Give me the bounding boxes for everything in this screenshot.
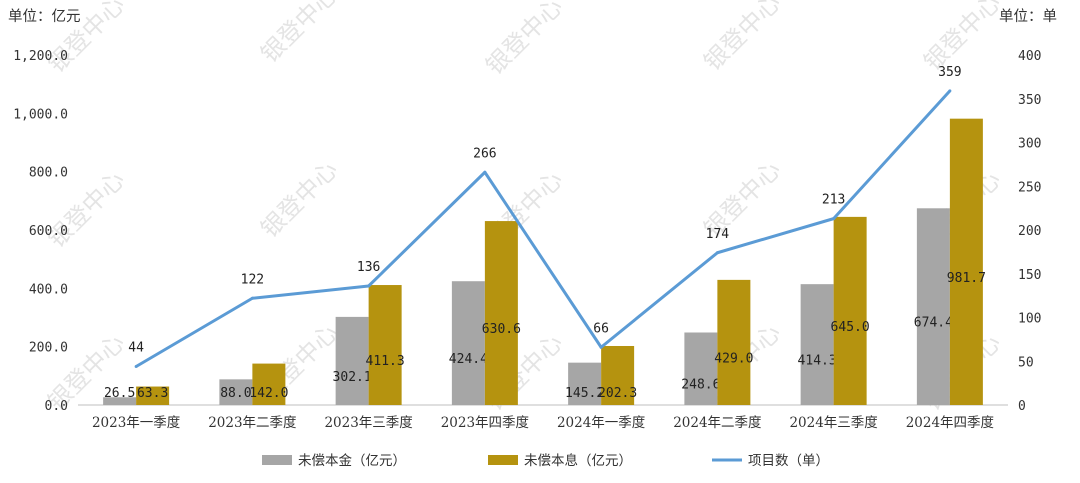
left-axis-unit: 单位：亿元 xyxy=(8,8,81,25)
left-tick-label: 600.0 xyxy=(29,224,68,239)
line-data-label: 44 xyxy=(128,341,144,356)
category-label: 2024年二季度 xyxy=(673,415,761,431)
bar-data-label: 630.6 xyxy=(482,322,521,337)
line-data-label: 174 xyxy=(706,227,730,242)
line-point xyxy=(715,251,719,255)
line-point xyxy=(948,89,952,93)
legend-label: 项目数（单） xyxy=(748,453,829,469)
category-label: 2023年三季度 xyxy=(324,415,412,431)
line-point xyxy=(599,345,603,349)
right-tick-label: 200 xyxy=(1018,224,1041,239)
line-data-label: 122 xyxy=(241,272,264,287)
line-point xyxy=(832,217,836,221)
bar-principal xyxy=(568,362,602,405)
watermark-text: 银登中心 xyxy=(919,0,1007,76)
line-data-label: 266 xyxy=(473,146,496,161)
watermark-text: 银登中心 xyxy=(699,0,787,76)
line-data-label: 136 xyxy=(357,260,380,275)
bar-principal-interest xyxy=(949,118,983,405)
category-label: 2024年四季度 xyxy=(906,415,994,431)
right-tick-label: 250 xyxy=(1018,180,1041,195)
right-tick-label: 0 xyxy=(1018,399,1026,414)
bar-principal-interest xyxy=(136,386,170,405)
bar-data-label: 88.0 xyxy=(220,386,251,401)
watermark-text: 银登中心 xyxy=(481,0,569,80)
line-data-label: 66 xyxy=(593,321,609,336)
bar-principal xyxy=(219,379,253,405)
line-point xyxy=(250,296,254,300)
bar-data-label: 26.5 xyxy=(104,386,135,401)
left-tick-label: 0.0 xyxy=(45,399,68,414)
left-tick-label: 400.0 xyxy=(29,282,68,297)
right-tick-label: 400 xyxy=(1018,49,1041,64)
bar-principal-interest xyxy=(833,216,867,405)
category-label: 2024年三季度 xyxy=(789,415,877,431)
category-label: 2023年一季度 xyxy=(92,415,180,431)
bar-data-label: 674.4 xyxy=(914,316,953,331)
legend: 未偿本金（亿元） 未偿本息（亿元） 项目数（单） xyxy=(262,452,829,469)
bar-principal xyxy=(451,281,485,405)
bar-data-label: 142.0 xyxy=(249,386,288,401)
legend-label: 未偿本息（亿元） xyxy=(524,452,632,469)
right-axis-unit: 单位：单 xyxy=(999,8,1057,25)
right-axis: 0 50 100 150 200 250 300 350 400 xyxy=(1018,49,1041,414)
bar-principal xyxy=(800,284,834,405)
category-label: 2023年四季度 xyxy=(441,415,529,431)
right-tick-label: 350 xyxy=(1018,93,1041,108)
bar-data-label: 414.3 xyxy=(798,354,837,369)
bar-data-label: 424.4 xyxy=(449,352,488,367)
line-point xyxy=(367,284,371,288)
bar-principal xyxy=(103,397,137,405)
project-count-line xyxy=(135,89,951,368)
bar-principal-interest xyxy=(252,363,286,405)
line-series: 44 122 136 266 66 174 213 359 xyxy=(128,65,962,368)
bar-principal xyxy=(335,316,369,405)
left-tick-label: 200.0 xyxy=(29,341,68,356)
bar-data-label: 145.2 xyxy=(565,386,604,401)
line-data-label: 213 xyxy=(822,193,845,208)
left-tick-label: 800.0 xyxy=(29,166,68,181)
line-data-label: 359 xyxy=(938,65,961,80)
right-tick-label: 150 xyxy=(1018,268,1041,283)
bar-data-label: 248.6 xyxy=(681,378,720,393)
legend-swatch xyxy=(262,455,292,465)
watermark-text: 银登中心 xyxy=(256,156,344,244)
line-point xyxy=(134,365,138,368)
line-point xyxy=(483,170,487,174)
right-tick-label: 50 xyxy=(1018,355,1034,370)
left-tick-label: 1,000.0 xyxy=(13,107,68,122)
bar-data-label: 202.3 xyxy=(598,386,637,401)
bar-principal-interest xyxy=(368,285,402,405)
bar-data-label: 63.3 xyxy=(137,386,168,401)
bar-data-label: 429.0 xyxy=(714,351,753,366)
watermark-text: 银登中心 xyxy=(256,0,344,68)
category-axis: 2023年一季度 2023年二季度 2023年三季度 2023年四季度 2024年一季度… xyxy=(92,415,994,431)
bar-data-label: 302.1 xyxy=(333,370,372,385)
bar-principal xyxy=(916,208,950,405)
left-axis: 0.0 200.0 400.0 600.0 800.0 1,000.0 1,200.0 xyxy=(13,49,68,414)
left-tick-label: 1,200.0 xyxy=(13,49,68,64)
right-tick-label: 100 xyxy=(1018,312,1041,327)
bar-principal-interest xyxy=(601,345,635,405)
bar-data-label: 981.7 xyxy=(947,271,986,286)
category-label: 2024年一季度 xyxy=(557,415,645,431)
bar-data-label: 411.3 xyxy=(366,354,405,369)
category-label: 2023年二季度 xyxy=(208,415,296,431)
bar-principal-interest xyxy=(484,221,518,405)
right-tick-label: 300 xyxy=(1018,137,1041,152)
bar-principal-interest xyxy=(717,279,751,405)
legend-swatch xyxy=(488,455,518,465)
bar-principal xyxy=(684,332,718,405)
bar-data-label: 645.0 xyxy=(831,320,870,335)
legend-label: 未偿本金（亿元） xyxy=(298,453,406,469)
